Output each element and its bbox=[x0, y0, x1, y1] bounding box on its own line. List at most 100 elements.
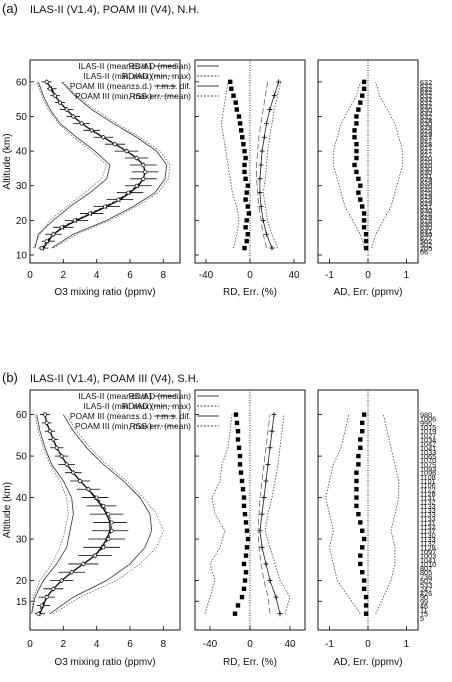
legend-entry: RD/AD (min, max) bbox=[122, 71, 191, 81]
sample-count: 1015 bbox=[420, 423, 436, 432]
data-point bbox=[354, 503, 359, 509]
data-point bbox=[363, 611, 369, 616]
x-axis-label: AD, Err. (ppmv) bbox=[334, 287, 403, 298]
y-tick-label: 15 bbox=[16, 597, 28, 608]
x-tick-label: 1 bbox=[404, 270, 410, 281]
data-point bbox=[263, 561, 269, 567]
series-line bbox=[41, 81, 146, 249]
plot-frame bbox=[29, 389, 181, 631]
data-point bbox=[358, 197, 363, 202]
sample-count: 1003 bbox=[420, 552, 436, 561]
sample-count: 1101 bbox=[420, 477, 436, 486]
sample-count: 620 bbox=[420, 158, 432, 167]
legend: ILAS-II (mean±s.d.)ILAS-II (min, max)POA… bbox=[70, 391, 176, 431]
series-line bbox=[31, 414, 74, 614]
chart-title: ILAS-II (V1.4), POAM III (V4), S.H. bbox=[30, 373, 199, 385]
series-line bbox=[51, 81, 168, 249]
x-tick-label: 0 bbox=[365, 639, 371, 650]
legend-entry: ILAS-II (min, max) bbox=[84, 71, 153, 81]
sample-count: 627 bbox=[420, 133, 432, 142]
data-point bbox=[356, 176, 361, 182]
x-tick-label: 4 bbox=[94, 270, 100, 281]
legend-entry: RD/AD (median) bbox=[129, 61, 192, 71]
sample-count: 502 bbox=[420, 237, 432, 246]
chart-title: ILAS-II (V1.4), POAM III (V4), N.H. bbox=[30, 4, 199, 16]
data-point bbox=[93, 553, 97, 558]
sample-count: 629 bbox=[420, 192, 432, 201]
data-point bbox=[358, 100, 363, 105]
sample-count: 632 bbox=[420, 88, 432, 97]
sample-count: 629 bbox=[420, 196, 432, 205]
sample-count: 631 bbox=[420, 171, 432, 180]
sample-count: 1075 bbox=[420, 460, 436, 469]
sample-count: 1137 bbox=[420, 527, 436, 536]
x-tick-label: -1 bbox=[325, 639, 334, 650]
data-point bbox=[358, 561, 363, 567]
sample-count: 1096 bbox=[420, 469, 436, 478]
sample-count: 630 bbox=[420, 206, 432, 215]
y-tick-label: 10 bbox=[16, 251, 28, 262]
x-tick-label: 40 bbox=[284, 639, 296, 650]
sample-count: 632 bbox=[420, 99, 432, 108]
sample-count: 1131 bbox=[420, 518, 436, 527]
legend-entry: r.m.s. dif. bbox=[157, 81, 191, 91]
data-point bbox=[237, 453, 243, 459]
sample-count: 90 bbox=[420, 593, 428, 602]
sample-count: 630 bbox=[420, 220, 432, 229]
data-point bbox=[363, 232, 369, 237]
data-point bbox=[51, 437, 56, 442]
sample-count: 1133 bbox=[420, 510, 436, 519]
data-point bbox=[39, 246, 44, 251]
data-point bbox=[259, 148, 265, 154]
x-tick-label: 8 bbox=[161, 639, 167, 650]
sample-count: 1122 bbox=[420, 485, 436, 494]
data-point bbox=[53, 93, 57, 98]
sample-count: 980 bbox=[420, 411, 432, 420]
data-point bbox=[261, 495, 267, 501]
series-line bbox=[375, 414, 400, 614]
y-axis-label: Altitude (km) bbox=[2, 482, 13, 538]
sample-count: 1034 bbox=[420, 435, 436, 444]
data-point bbox=[259, 544, 265, 550]
data-point bbox=[64, 462, 69, 467]
sample-count: 1128 bbox=[420, 489, 436, 498]
data-point bbox=[246, 211, 252, 216]
series-line bbox=[220, 81, 240, 249]
legend-entry: ILAS-II (min, max) bbox=[84, 401, 153, 411]
sample-count: 1041 bbox=[420, 444, 436, 453]
data-point bbox=[243, 176, 248, 182]
data-point bbox=[44, 239, 49, 244]
data-point bbox=[358, 553, 363, 558]
x-axis-label: O3 mixing ratio (ppmv) bbox=[54, 287, 155, 298]
x-tick-label: -40 bbox=[203, 639, 218, 650]
sample-count: 1108 bbox=[420, 473, 436, 482]
sample-count: 1132 bbox=[420, 498, 436, 507]
data-point bbox=[354, 148, 359, 154]
data-point bbox=[89, 128, 94, 133]
data-point bbox=[356, 107, 361, 112]
data-point bbox=[361, 412, 367, 417]
sample-count: 632 bbox=[420, 85, 432, 94]
sample-count: 629 bbox=[420, 123, 432, 132]
data-point bbox=[134, 156, 139, 160]
x-axis-label: RD, Err. (%) bbox=[223, 657, 277, 668]
series-line bbox=[332, 81, 365, 249]
data-point bbox=[113, 142, 117, 147]
data-point bbox=[241, 503, 247, 509]
data-point bbox=[106, 537, 111, 541]
sample-count: 1065 bbox=[420, 452, 436, 461]
x-tick-label: 0 bbox=[247, 270, 253, 281]
data-point bbox=[58, 100, 62, 105]
sample-count: 628 bbox=[420, 140, 432, 149]
series-line bbox=[257, 414, 271, 614]
series-line bbox=[53, 414, 164, 615]
sample-count: 46 bbox=[420, 601, 428, 610]
data-point bbox=[71, 114, 76, 119]
data-point bbox=[360, 570, 365, 575]
data-point bbox=[354, 470, 359, 475]
data-point bbox=[352, 162, 357, 168]
series-line bbox=[371, 81, 404, 249]
data-point bbox=[48, 429, 52, 434]
data-point bbox=[229, 86, 234, 91]
series-line bbox=[34, 81, 111, 249]
